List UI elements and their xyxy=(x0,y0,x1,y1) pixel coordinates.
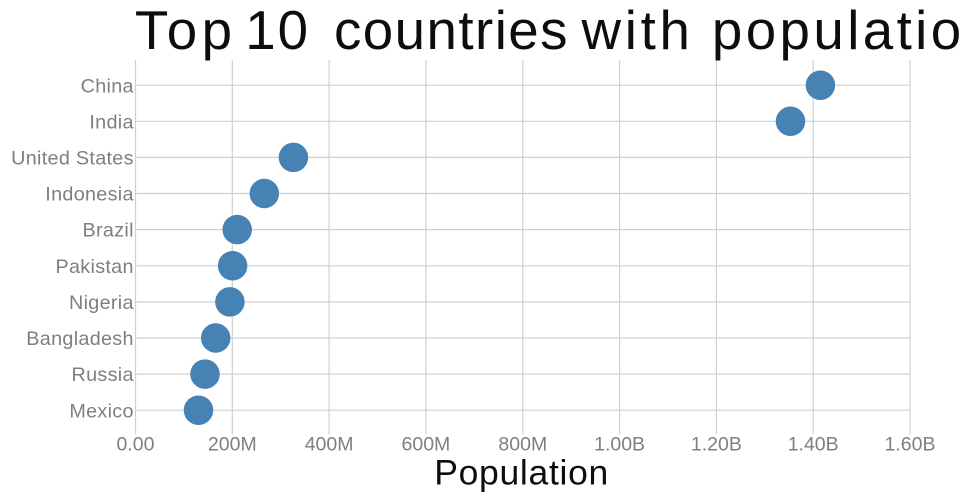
svg-text:United States: United States xyxy=(11,148,134,170)
svg-text:Indonesia: Indonesia xyxy=(45,184,134,206)
svg-text:400M: 400M xyxy=(305,434,354,456)
svg-text:India: India xyxy=(89,111,133,133)
svg-text:1.20B: 1.20B xyxy=(691,434,742,456)
svg-text:0.00: 0.00 xyxy=(117,434,155,456)
svg-text:Population: Population xyxy=(434,453,609,493)
svg-text:Russia: Russia xyxy=(72,364,134,386)
svg-text:Top10countrieswithpopulation: Top10countrieswithpopulation xyxy=(135,0,960,61)
svg-text:Mexico: Mexico xyxy=(69,400,133,422)
svg-text:200M: 200M xyxy=(208,434,257,456)
svg-text:Pakistan: Pakistan xyxy=(56,256,134,278)
svg-text:Nigeria: Nigeria xyxy=(69,292,134,314)
svg-text:Bangladesh: Bangladesh xyxy=(26,328,134,350)
svg-text:600M: 600M xyxy=(402,434,451,456)
svg-text:Brazil: Brazil xyxy=(83,220,134,242)
svg-text:1.40B: 1.40B xyxy=(788,434,839,456)
svg-text:800M: 800M xyxy=(498,434,547,456)
svg-text:China: China xyxy=(81,75,134,97)
svg-text:1.00B: 1.00B xyxy=(594,434,645,456)
svg-text:1.60B: 1.60B xyxy=(885,434,936,456)
